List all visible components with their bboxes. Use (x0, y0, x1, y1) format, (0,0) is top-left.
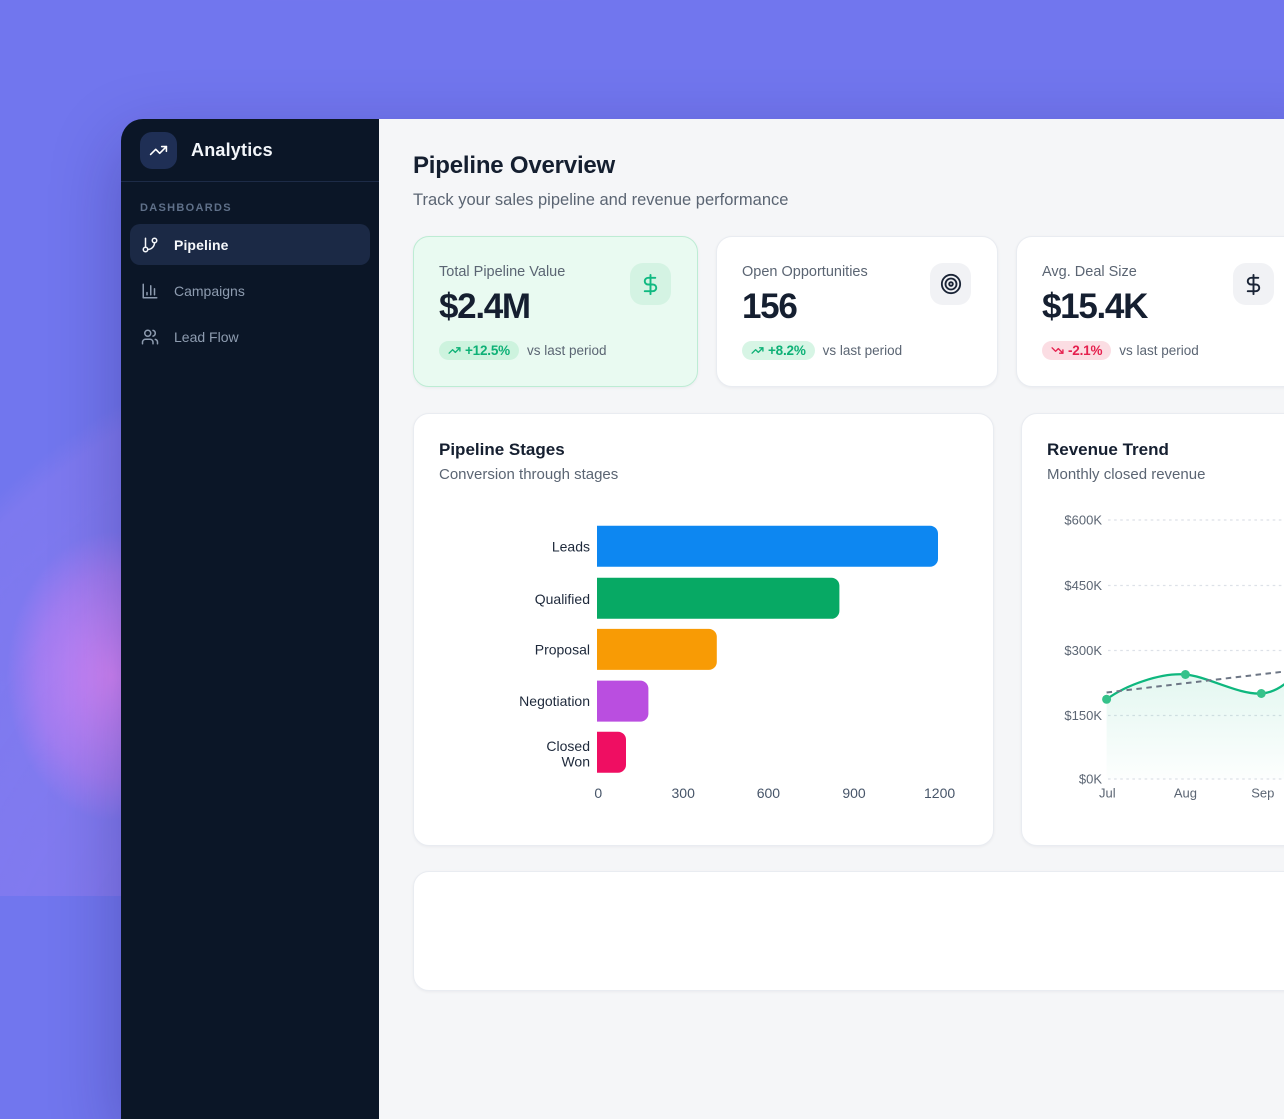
svg-text:Proposal: Proposal (535, 642, 590, 658)
svg-text:Leads: Leads (552, 539, 590, 555)
svg-text:900: 900 (842, 785, 866, 801)
svg-text:600: 600 (757, 785, 781, 801)
svg-text:Aug: Aug (1174, 786, 1197, 801)
svg-text:$150K: $150K (1064, 708, 1102, 723)
svg-text:Qualified: Qualified (535, 591, 590, 607)
svg-text:300: 300 (672, 785, 696, 801)
svg-text:Won: Won (561, 754, 590, 770)
svg-text:1200: 1200 (924, 785, 955, 801)
svg-text:Closed: Closed (546, 738, 590, 754)
svg-text:Sep: Sep (1251, 786, 1274, 801)
svg-text:Jul: Jul (1099, 786, 1116, 801)
svg-text:$300K: $300K (1064, 643, 1102, 658)
svg-text:$0K: $0K (1079, 772, 1102, 787)
svg-text:$450K: $450K (1064, 578, 1102, 593)
svg-text:0: 0 (594, 785, 602, 801)
svg-text:Negotiation: Negotiation (519, 693, 590, 709)
svg-text:$600K: $600K (1064, 513, 1102, 528)
